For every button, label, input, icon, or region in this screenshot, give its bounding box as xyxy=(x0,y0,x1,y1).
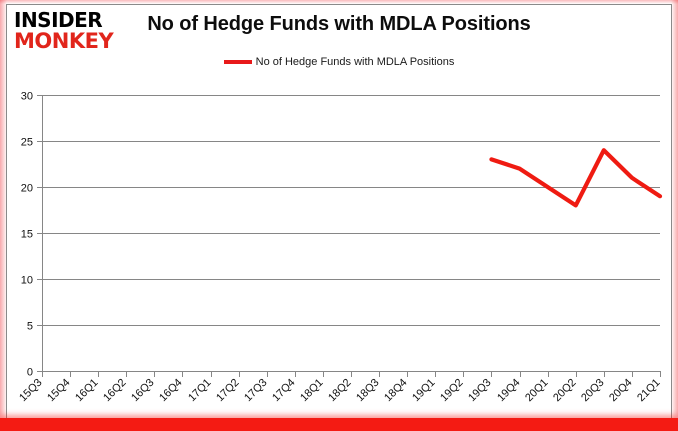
x-tick-label: 19Q1 xyxy=(410,377,438,405)
left-edge-glow xyxy=(0,0,7,431)
x-tick-label: 16Q2 xyxy=(101,377,129,405)
x-tick-label: 19Q2 xyxy=(438,377,466,405)
legend-entry-label: No of Hedge Funds with MDLA Positions xyxy=(255,56,455,68)
y-tick-label: 5 xyxy=(27,321,33,333)
x-tick-label: 21Q1 xyxy=(635,377,663,405)
top-edge-glow xyxy=(0,0,678,4)
logo-text-insider: INSIDER xyxy=(14,8,103,32)
x-tick-label: 17Q1 xyxy=(186,377,214,405)
chart-legend: No of Hedge Funds with MDLA Positions xyxy=(0,56,678,68)
bottom-accent-bar xyxy=(0,418,678,431)
x-axis-ticks-group: 15Q3 15Q4 16Q1 16Q2 16Q3 16Q4 17Q1 17Q2 17Q3 17Q4… xyxy=(17,371,663,404)
series-line-0 xyxy=(489,148,663,208)
x-tick-label: 20Q4 xyxy=(607,377,635,405)
right-edge-glow xyxy=(671,0,678,431)
gridlines-group xyxy=(42,95,660,372)
y-tick-label: 20 xyxy=(21,183,33,195)
y-tick-label: 25 xyxy=(21,137,33,149)
legend-color-swatch xyxy=(223,60,252,64)
y-tick-label: 0 xyxy=(27,367,33,379)
x-tick-label: 15Q4 xyxy=(45,377,73,405)
x-tick-label: 18Q1 xyxy=(298,377,326,405)
x-tick-label: 20Q1 xyxy=(523,377,551,405)
x-tick-label: 18Q3 xyxy=(354,377,382,405)
x-tick-label: 19Q4 xyxy=(495,377,523,405)
x-tick-label: 18Q4 xyxy=(382,377,410,405)
x-tick-label: 16Q3 xyxy=(129,377,157,405)
insider-monkey-logo: INSIDER MONKEY xyxy=(14,10,126,52)
x-tick-label: 17Q2 xyxy=(214,377,242,405)
x-tick-label: 18Q2 xyxy=(326,377,354,405)
data-series-group xyxy=(489,148,663,208)
x-tick-label: 15Q3 xyxy=(17,377,45,405)
y-tick-label: 30 xyxy=(21,91,33,103)
y-tick-label: 10 xyxy=(21,275,33,287)
x-tick-label: 17Q4 xyxy=(270,377,298,405)
y-tick-label: 15 xyxy=(21,229,33,241)
x-tick-label: 16Q4 xyxy=(157,377,185,405)
y-axis-ticks-group: 0 5 10 15 20 25 30 xyxy=(21,91,42,379)
page-title: No of Hedge Funds with MDLA Positions xyxy=(147,13,531,35)
x-tick-label: 19Q3 xyxy=(466,377,494,405)
x-tick-label: 17Q3 xyxy=(242,377,270,405)
logo-text-monkey: MONKEY xyxy=(14,29,114,53)
x-tick-label: 20Q2 xyxy=(551,377,579,405)
x-tick-label: 20Q3 xyxy=(579,377,607,405)
x-tick-label: 16Q1 xyxy=(73,377,101,405)
